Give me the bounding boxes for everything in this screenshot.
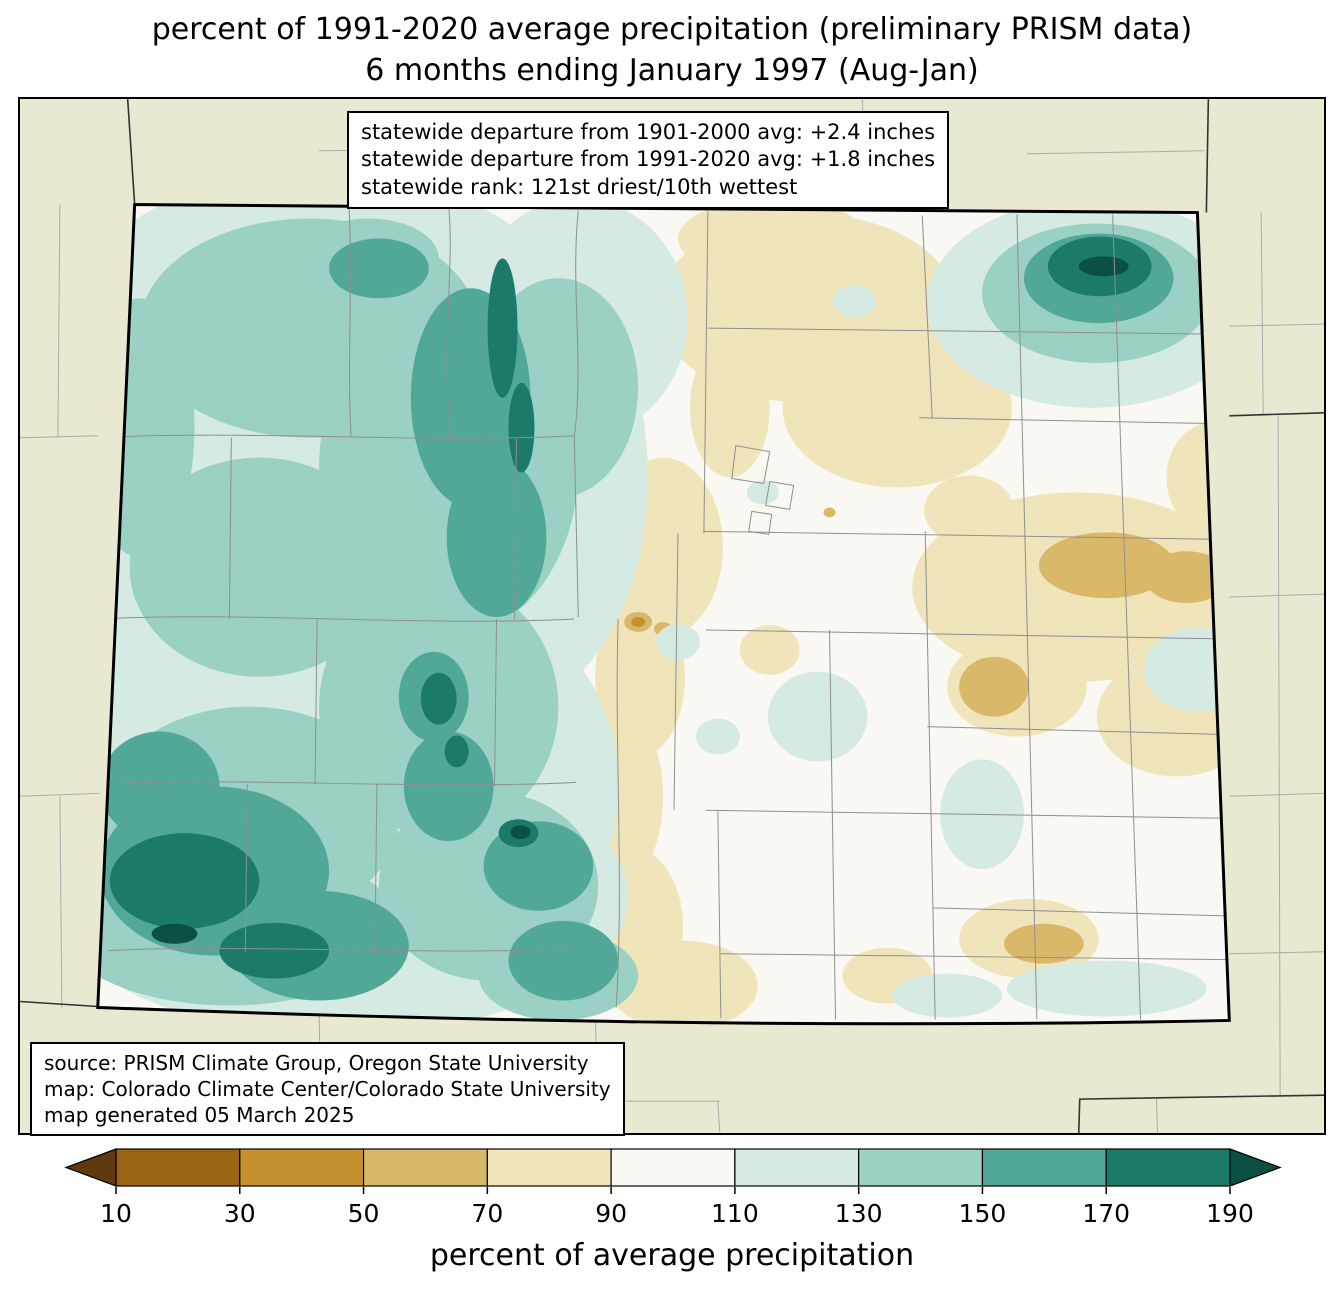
colorbar-tick-label: 90 bbox=[595, 1199, 627, 1228]
colorbar-segment bbox=[115, 1148, 241, 1187]
colorbar-tick-label: 130 bbox=[835, 1199, 883, 1228]
colorado-state-border bbox=[96, 203, 1231, 1026]
colorbar-segment bbox=[858, 1148, 984, 1187]
colorbar-under-arrow bbox=[64, 1148, 117, 1187]
colorbar-segment bbox=[362, 1148, 488, 1187]
colorbar-segment bbox=[486, 1148, 612, 1187]
map-frame bbox=[18, 97, 1326, 1135]
colorbar-segment bbox=[734, 1148, 860, 1187]
colorado-precipitation-map bbox=[20, 99, 1324, 1133]
colorbar: 10 30 50 70 90 110 130 150 170 190 bbox=[64, 1148, 1282, 1228]
source-line-2: map: Colorado Climate Center/Colorado St… bbox=[44, 1077, 611, 1101]
colorbar-tick-label: 10 bbox=[100, 1199, 132, 1228]
colorado-county-lines bbox=[98, 206, 1228, 1020]
colorbar-segment bbox=[981, 1148, 1107, 1187]
title-line-1: percent of 1991-2020 average precipitati… bbox=[151, 12, 1193, 47]
colorbar-segment bbox=[239, 1148, 365, 1187]
page-title: percent of 1991-2020 average precipitati… bbox=[0, 10, 1344, 91]
colorbar-tick-label: 30 bbox=[224, 1199, 256, 1228]
state-borders-outside bbox=[20, 99, 1324, 1133]
colorbar-tick-label: 150 bbox=[959, 1199, 1007, 1228]
colorbar-tick-label: 110 bbox=[711, 1199, 759, 1228]
stat-line-2: statewide departure from 1991-2020 avg: … bbox=[361, 147, 936, 172]
colorbar-segment bbox=[610, 1148, 736, 1187]
title-line-2: 6 months ending January 1997 (Aug-Jan) bbox=[365, 52, 979, 88]
source-line-3: map generated 05 March 2025 bbox=[44, 1103, 355, 1127]
source-line-1: source: PRISM Climate Group, Oregon Stat… bbox=[44, 1051, 589, 1075]
colorbar-tick-label: 170 bbox=[1082, 1199, 1130, 1228]
stats-box: statewide departure from 1901-2000 avg: … bbox=[347, 111, 950, 209]
source-box: source: PRISM Climate Group, Oregon Stat… bbox=[30, 1042, 625, 1136]
stat-line-3: statewide rank: 121st driest/10th wettes… bbox=[361, 174, 798, 199]
stat-line-1: statewide departure from 1901-2000 avg: … bbox=[361, 120, 936, 144]
colorbar-tick-label: 70 bbox=[471, 1199, 503, 1228]
colorbar-tick-label: 190 bbox=[1206, 1199, 1254, 1228]
colorbar-label: percent of average precipitation bbox=[429, 1238, 915, 1273]
colorbar-over-arrow bbox=[1229, 1148, 1282, 1187]
precipitation-contours bbox=[97, 204, 1230, 1024]
colorbar-segment bbox=[1105, 1148, 1231, 1187]
colorbar-tick-label: 50 bbox=[348, 1199, 380, 1228]
